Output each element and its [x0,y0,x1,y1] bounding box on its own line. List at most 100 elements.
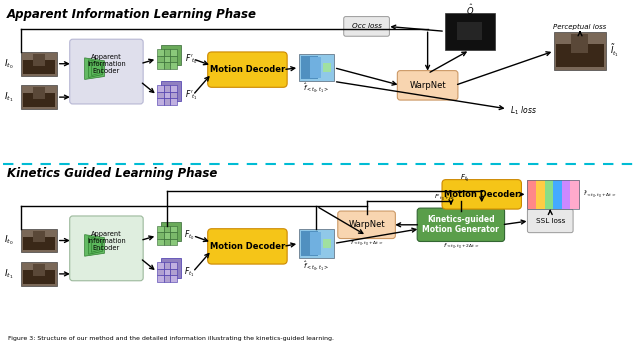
FancyBboxPatch shape [208,52,287,87]
Bar [157,262,164,268]
Bar [554,32,606,70]
Bar [23,60,55,74]
Bar [170,56,177,62]
Bar [323,238,331,248]
Bar [164,56,170,62]
Bar [170,232,177,239]
Bar [299,229,334,258]
Bar [33,54,45,66]
Bar [164,226,170,232]
Bar [23,237,55,250]
Bar [170,226,177,232]
Text: $F'_{t_0+\Delta t}$: $F'_{t_0+\Delta t}$ [435,192,456,202]
Text: $\hat{O}$: $\hat{O}$ [466,2,474,17]
Text: $\tilde{I}_{t_1}$: $\tilde{I}_{t_1}$ [610,43,619,59]
FancyBboxPatch shape [442,180,522,209]
Bar [570,180,580,209]
Bar [164,268,170,275]
Bar [571,34,588,53]
Polygon shape [88,237,102,254]
Polygon shape [84,58,104,80]
Text: $f_{<t_0,t_0+2\Delta t>}$: $f_{<t_0,t_0+2\Delta t>}$ [443,242,479,251]
Bar [310,232,321,255]
Text: $\hat{f}_{<t_0,t_1>}$: $\hat{f}_{<t_0,t_1>}$ [303,82,330,95]
Text: Perceptual loss: Perceptual loss [554,24,607,30]
Text: $f_{<t_0,t_0+\Delta t>}$: $f_{<t_0,t_0+\Delta t>}$ [350,239,383,248]
Bar [323,63,331,72]
Bar [457,21,482,40]
Bar [553,180,563,209]
Bar [562,180,571,209]
Text: $F_{t_0}$: $F_{t_0}$ [184,229,195,243]
Text: $F'_{t_0}$: $F'_{t_0}$ [185,52,198,66]
FancyBboxPatch shape [208,229,287,264]
FancyBboxPatch shape [344,17,389,36]
Bar [157,275,164,282]
Bar [299,54,334,81]
Bar [536,180,545,209]
Bar [21,262,57,286]
Text: $\hat{f}_{<t_0,t_0+\Delta t>}$: $\hat{f}_{<t_0,t_0+\Delta t>}$ [583,189,616,200]
FancyBboxPatch shape [417,208,504,242]
Bar [164,239,170,245]
Text: Kinetics-guided
Motion Generator: Kinetics-guided Motion Generator [422,215,499,235]
Bar [170,92,177,98]
Bar [157,56,164,62]
Polygon shape [84,235,104,256]
Text: Apparent
Information
Encoder: Apparent Information Encoder [87,231,126,251]
Bar [157,92,164,98]
Text: $I_{t_0}$: $I_{t_0}$ [4,234,13,247]
Bar [164,92,170,98]
Text: $L_1$ loss: $L_1$ loss [509,104,536,117]
Bar [161,222,181,242]
Bar [164,98,170,105]
Text: $F_{t_1}$: $F_{t_1}$ [184,265,195,279]
Bar [164,85,170,92]
Bar [157,98,164,105]
Bar [170,98,177,105]
Bar [170,239,177,245]
Bar [170,275,177,282]
Text: WarpNet: WarpNet [348,220,385,229]
Bar [157,49,164,56]
Bar [21,52,57,75]
Text: $F_{t_0}$: $F_{t_0}$ [460,173,470,184]
Bar [545,180,554,209]
Text: $\hat{f}_{<t_0,t_1>}$: $\hat{f}_{<t_0,t_1>}$ [303,260,330,273]
Bar [170,262,177,268]
Text: $I_{t_0}$: $I_{t_0}$ [4,57,13,71]
Text: $I_{t_1}$: $I_{t_1}$ [4,267,13,281]
Bar [310,57,321,79]
Text: $I_{t_1}$: $I_{t_1}$ [4,90,13,104]
Bar [157,62,164,69]
Bar [164,49,170,56]
Bar [164,275,170,282]
Bar [157,85,164,92]
Polygon shape [92,238,102,252]
Bar [170,85,177,92]
Text: Apparent Information Learning Phase: Apparent Information Learning Phase [7,8,257,21]
Bar [301,231,318,256]
Bar [157,232,164,239]
Bar [556,44,604,67]
Text: SSL loss: SSL loss [536,218,565,224]
FancyBboxPatch shape [338,211,396,238]
Bar [33,264,45,276]
Bar [157,268,164,275]
FancyBboxPatch shape [70,216,143,281]
Text: Motion Decoder: Motion Decoder [210,65,285,74]
FancyBboxPatch shape [527,209,573,233]
Bar [157,239,164,245]
Bar [527,180,536,209]
Bar [445,13,495,50]
Bar [164,262,170,268]
Bar [21,85,57,109]
Bar [161,258,181,278]
Bar [157,226,164,232]
Text: Motion Decoder: Motion Decoder [210,242,285,251]
Bar [23,93,55,107]
FancyBboxPatch shape [70,39,143,104]
Text: Apparent
Information
Encoder: Apparent Information Encoder [87,54,126,74]
Text: Motion Decoder: Motion Decoder [444,190,520,199]
Bar [301,56,318,80]
